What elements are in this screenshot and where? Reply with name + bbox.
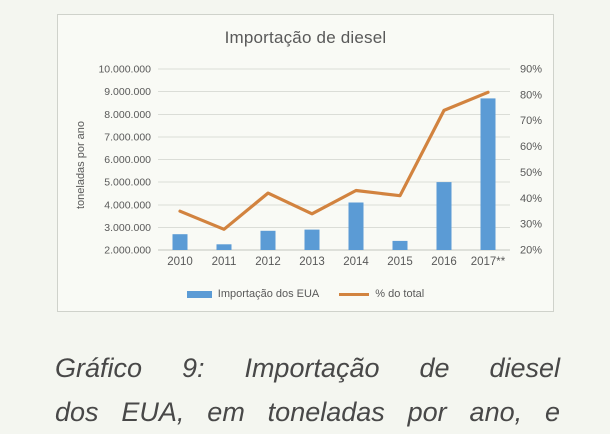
chart-legend: Importação dos EUA % do total: [58, 288, 553, 300]
caption-line-2: dos EUA, em toneladas por ano, e: [55, 397, 560, 427]
x-axis-tick-label: 2011: [212, 256, 237, 268]
bar-series-swatch: [186, 290, 212, 298]
bar-2012: [260, 230, 276, 250]
left-axis-tick-label: 5.000.000: [104, 177, 151, 189]
right-axis-tick-label: 20%: [520, 245, 542, 257]
left-axis-tick-label: 2.000.000: [104, 245, 151, 257]
x-axis-tick-label: 2014: [343, 256, 369, 268]
left-axis-tick-label: 9.000.000: [104, 86, 151, 98]
x-axis-tick-label: 2012: [255, 256, 281, 268]
left-axis-tick-label: 7.000.000: [104, 131, 151, 143]
right-axis-tick-label: 70%: [520, 115, 542, 127]
left-axis-tick-label: 6.000.000: [104, 154, 151, 166]
legend-item-imports: Importação dos EUA: [186, 288, 320, 300]
bar-2016: [436, 182, 452, 250]
right-axis-tick-label: 90%: [520, 64, 542, 76]
figure-caption: Gráfico 9: Importação de diesel dos EUA,…: [55, 346, 560, 434]
right-axis-tick-label: 30%: [520, 219, 542, 231]
right-axis-tick-label: 60%: [520, 141, 542, 153]
bar-2014: [348, 202, 364, 250]
plot-svg: 2.000.000 3.000.000 4.000.000 5.000.000 6.00…: [75, 64, 542, 269]
left-axis-title: toneladas por ano: [75, 121, 87, 209]
x-axis-tick-label: 2016: [431, 256, 457, 268]
legend-item-percent: % do total: [339, 288, 424, 300]
x-axis-tick-label: 2013: [299, 256, 325, 268]
x-axis-tick-label: 2017**: [471, 256, 506, 268]
right-axis-tick-label: 50%: [520, 167, 542, 179]
x-axis-tick-label: 2010: [167, 256, 193, 268]
right-axis-tick-label: 80%: [520, 89, 542, 101]
legend-label-percent: % do total: [375, 288, 425, 300]
bar-2010: [172, 234, 188, 250]
diesel-import-chart: Importação de diesel 2.000.000 3.000.000 4…: [57, 14, 554, 312]
line-series-swatch: [339, 292, 370, 296]
left-axis-tick-label: 4.000.000: [104, 199, 151, 211]
bar-2011: [216, 244, 232, 250]
x-axis-tick-label: 2015: [387, 256, 413, 268]
left-axis-tick-label: 3.000.000: [104, 222, 151, 234]
chart-title: Importação de diesel: [224, 28, 387, 47]
legend-label-imports: Importação dos EUA: [217, 288, 320, 300]
left-axis-tick-label: 10.000.000: [98, 64, 151, 76]
bar-2015: [392, 240, 408, 250]
bar-2013: [304, 229, 320, 250]
left-axis-tick-label: 8.000.000: [104, 109, 151, 121]
bar-2017**: [480, 98, 496, 251]
right-axis-tick-label: 40%: [520, 193, 542, 205]
caption-line-1: Gráfico 9: Importação de diesel: [55, 353, 560, 383]
percent-line: [178, 90, 490, 231]
